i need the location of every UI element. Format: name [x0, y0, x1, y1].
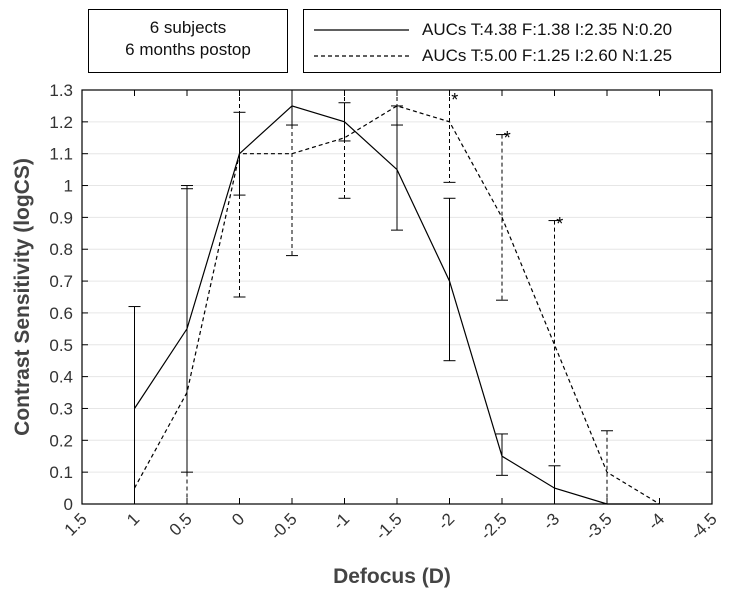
info-line-2: 6 months postop [125, 40, 251, 59]
y-axis-label: Contrast Sensitivity (logCS) [11, 158, 34, 436]
y-tick-label: 0.5 [49, 336, 73, 355]
legend: AUCs T:4.38 F:1.38 I:2.35 N:0.20 AUCs T:… [303, 9, 721, 73]
series-line-dashed [133, 105, 660, 505]
legend-label-solid: AUCs T:4.38 F:1.38 I:2.35 N:0.20 [422, 20, 673, 39]
info-box: 6 subjects 6 months postop [88, 9, 288, 73]
legend-entry-dashed: AUCs T:5.00 F:1.25 I:2.60 N:1.25 [314, 46, 714, 68]
ticks-layer: 00.10.20.30.40.50.60.70.80.911.11.21.31.… [49, 81, 720, 544]
x-tick-label: -0.5 [267, 509, 301, 543]
y-tick-label: 1.3 [49, 81, 73, 100]
legend-label-dashed: AUCs T:5.00 F:1.25 I:2.60 N:1.25 [422, 46, 673, 65]
x-tick-label: -2 [434, 509, 458, 533]
significance-marker: * [504, 128, 511, 148]
y-tick-label: 0.7 [49, 272, 73, 291]
x-tick-label: -3 [539, 509, 563, 533]
legend-entry-solid: AUCs T:4.38 F:1.38 I:2.35 N:0.20 [314, 20, 714, 42]
x-tick-label: -2.5 [477, 509, 511, 543]
y-tick-label: 1.1 [49, 145, 73, 164]
significance-marker: * [451, 90, 458, 110]
x-tick-label: -3.5 [582, 509, 616, 543]
y-tick-label: 1.2 [49, 113, 73, 132]
y-tick-label: 0.4 [49, 368, 73, 387]
info-line-1: 6 subjects [149, 18, 227, 37]
x-tick-label: -4 [644, 509, 668, 533]
y-tick-label: 0.2 [49, 431, 73, 450]
significance-marker: * [556, 214, 563, 234]
x-axis-label: Defocus (D) [333, 565, 451, 588]
series-layer [128, 90, 660, 505]
x-tick-label: -1.5 [372, 509, 406, 543]
legend-swatch-dashed [314, 55, 409, 57]
y-tick-label: 0.3 [49, 399, 73, 418]
y-tick-label: 0.9 [49, 208, 73, 227]
y-tick-label: 1 [64, 177, 73, 196]
y-tick-label: 0.6 [49, 304, 73, 323]
annotation-layer: * * * [451, 90, 563, 234]
y-tick-label: 0.8 [49, 240, 73, 259]
y-tick-label: 0.1 [49, 463, 73, 482]
x-tick-label: 1 [123, 509, 143, 529]
x-tick-label: 0 [228, 509, 248, 529]
x-tick-label: -1 [329, 509, 353, 533]
x-tick-label: -4.5 [687, 509, 721, 543]
y-tick-label: 0 [64, 495, 73, 514]
x-tick-label: 0.5 [166, 509, 196, 539]
legend-swatch-solid [314, 29, 409, 31]
